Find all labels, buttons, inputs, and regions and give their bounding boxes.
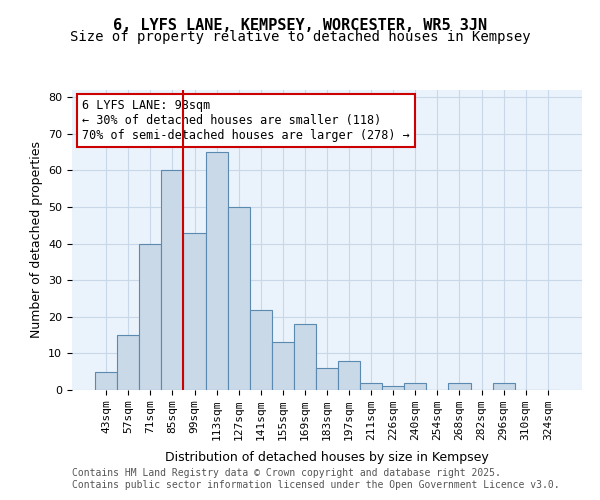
Bar [448,382,470,390]
Bar [139,244,161,390]
Bar [161,170,184,390]
Text: 6 LYFS LANE: 98sqm
← 30% of detached houses are smaller (118)
70% of semi-detach: 6 LYFS LANE: 98sqm ← 30% of detached hou… [82,99,410,142]
Bar [227,207,250,390]
Bar [117,335,139,390]
Bar [95,372,117,390]
Bar [316,368,338,390]
Text: 6, LYFS LANE, KEMPSEY, WORCESTER, WR5 3JN: 6, LYFS LANE, KEMPSEY, WORCESTER, WR5 3J… [113,18,487,32]
Bar [360,382,382,390]
Bar [184,232,206,390]
Bar [382,386,404,390]
Bar [294,324,316,390]
Text: Size of property relative to detached houses in Kempsey: Size of property relative to detached ho… [70,30,530,44]
Bar [250,310,272,390]
X-axis label: Distribution of detached houses by size in Kempsey: Distribution of detached houses by size … [165,452,489,464]
Bar [404,382,427,390]
Text: Contains HM Land Registry data © Crown copyright and database right 2025.
Contai: Contains HM Land Registry data © Crown c… [72,468,560,490]
Y-axis label: Number of detached properties: Number of detached properties [29,142,43,338]
Bar [493,382,515,390]
Bar [206,152,227,390]
Bar [338,360,360,390]
Bar [272,342,294,390]
